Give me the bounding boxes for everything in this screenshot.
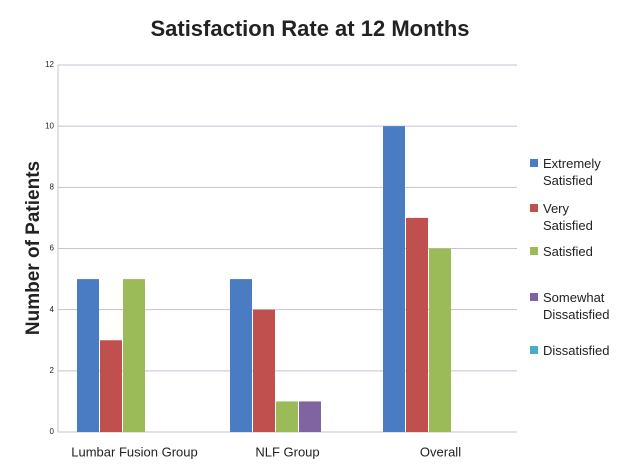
legend-swatch: [530, 346, 538, 354]
legend-label: Extremely Satisfied: [543, 156, 601, 188]
legend-item: Somewhat Dissatisfied: [530, 289, 618, 323]
bar: [383, 126, 405, 433]
y-tick-label: 6: [50, 244, 55, 253]
legend-item: Very Satisfied: [530, 200, 618, 234]
legend-swatch: [530, 293, 538, 301]
y-tick-label: 2: [50, 366, 55, 375]
bar: [429, 248, 451, 432]
legend-label: Very Satisfied: [543, 201, 593, 233]
bar: [123, 279, 145, 432]
y-tick-label: 12: [45, 60, 54, 69]
legend-swatch: [530, 159, 538, 167]
x-tick-label: Lumbar Fusion Group: [71, 444, 197, 459]
y-tick-label: 4: [50, 305, 55, 314]
bar: [100, 340, 122, 432]
bar: [77, 279, 99, 432]
x-tick-label: NLF Group: [255, 444, 319, 459]
legend-item: Extremely Satisfied: [530, 155, 618, 189]
y-tick-label: 0: [50, 427, 55, 436]
legend-item: Dissatisfied: [530, 342, 618, 359]
bar: [299, 401, 321, 432]
y-tick-label: 10: [45, 121, 54, 130]
chart-title: Satisfaction Rate at 12 Months: [150, 16, 469, 41]
bar: [276, 401, 298, 432]
bar: [230, 279, 252, 432]
legend-swatch: [530, 204, 538, 212]
bar: [406, 217, 428, 432]
legend-label: Dissatisfied: [543, 343, 610, 358]
y-tick-label: 8: [50, 182, 55, 191]
legend-label: Satisfied: [543, 244, 593, 259]
legend-label: Somewhat Dissatisfied: [543, 290, 610, 322]
legend-item: Satisfied: [530, 243, 618, 260]
bar: [253, 309, 275, 432]
y-axis-label: Number of Patients: [23, 161, 44, 335]
legend-swatch: [530, 247, 538, 255]
x-tick-label: Overall: [420, 444, 461, 459]
